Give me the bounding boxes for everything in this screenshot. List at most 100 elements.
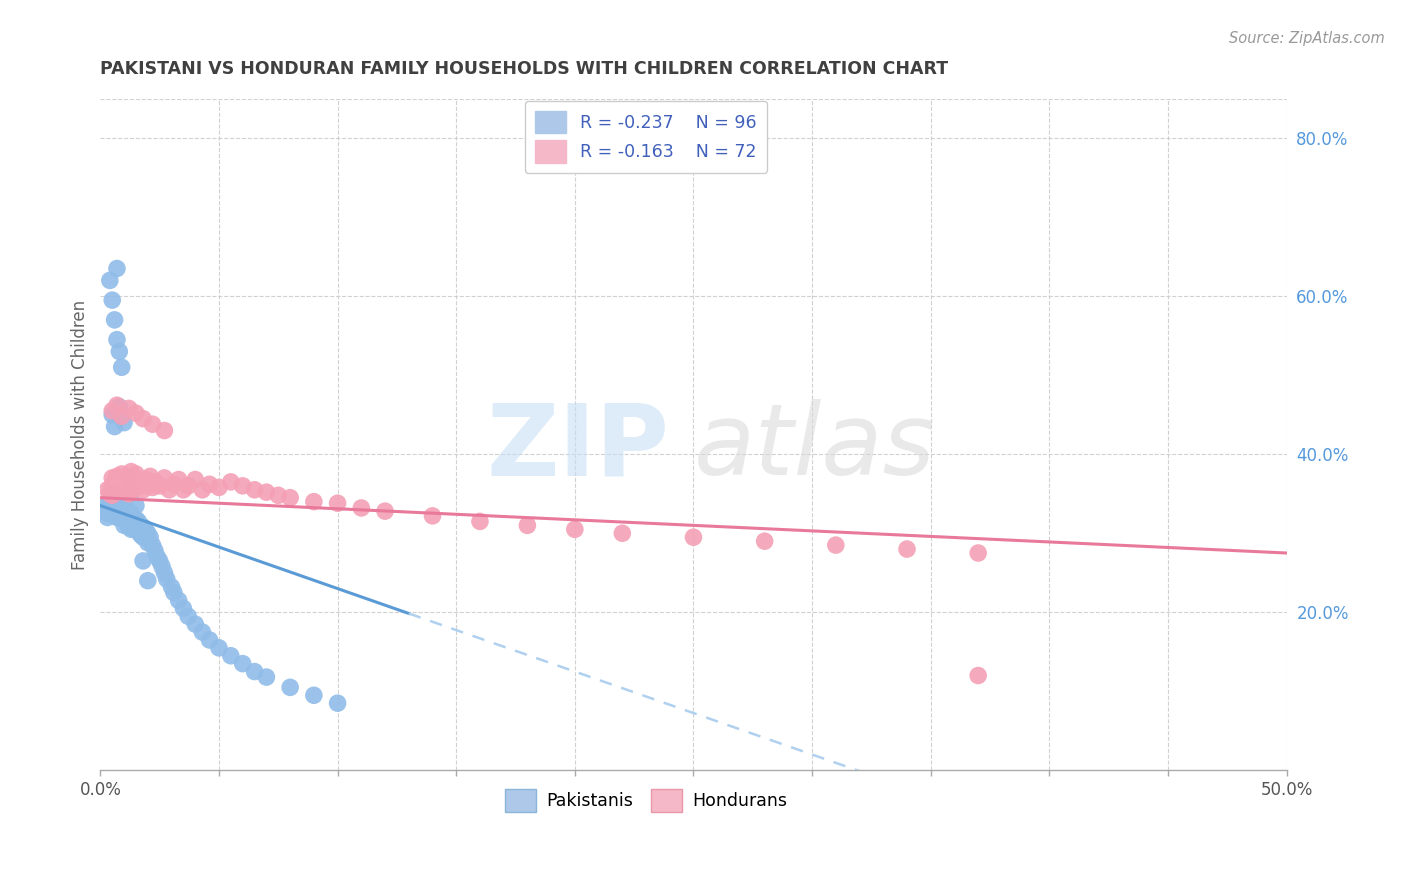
Point xyxy=(118,475,141,489)
Point xyxy=(136,574,159,588)
Point xyxy=(120,487,142,501)
Point xyxy=(103,499,125,513)
Point xyxy=(198,477,221,491)
Point xyxy=(232,657,254,671)
Point xyxy=(143,475,166,489)
Point xyxy=(122,518,145,533)
Point xyxy=(101,408,124,422)
Point xyxy=(115,485,138,500)
Point xyxy=(108,502,131,516)
Point xyxy=(208,640,231,655)
Point xyxy=(139,530,162,544)
Point xyxy=(111,502,134,516)
Point xyxy=(103,419,125,434)
Point xyxy=(108,483,131,497)
Point xyxy=(682,530,704,544)
Point xyxy=(94,499,117,513)
Point xyxy=(101,293,124,307)
Point xyxy=(120,515,142,529)
Point xyxy=(136,535,159,549)
Point xyxy=(243,665,266,679)
Point xyxy=(98,487,121,501)
Point xyxy=(96,507,118,521)
Point xyxy=(105,398,128,412)
Point xyxy=(118,401,141,416)
Legend: Pakistanis, Hondurans: Pakistanis, Hondurans xyxy=(495,779,797,822)
Point xyxy=(105,494,128,508)
Point xyxy=(149,554,172,568)
Point xyxy=(132,530,155,544)
Point xyxy=(96,483,118,497)
Point xyxy=(125,522,148,536)
Point xyxy=(101,491,124,505)
Point xyxy=(103,313,125,327)
Point xyxy=(112,416,135,430)
Point xyxy=(125,467,148,481)
Point xyxy=(108,510,131,524)
Text: ZIP: ZIP xyxy=(486,400,669,497)
Point xyxy=(112,499,135,513)
Point xyxy=(172,483,194,497)
Point xyxy=(254,485,277,500)
Point xyxy=(125,477,148,491)
Point xyxy=(103,491,125,505)
Point xyxy=(111,409,134,424)
Point xyxy=(198,632,221,647)
Point xyxy=(103,502,125,516)
Point xyxy=(163,477,186,491)
Point xyxy=(129,518,152,533)
Point xyxy=(278,681,301,695)
Point xyxy=(105,499,128,513)
Y-axis label: Family Households with Children: Family Households with Children xyxy=(72,300,89,569)
Point xyxy=(103,507,125,521)
Point xyxy=(153,471,176,485)
Point xyxy=(105,510,128,524)
Point xyxy=(132,554,155,568)
Point xyxy=(163,585,186,599)
Point xyxy=(122,510,145,524)
Point xyxy=(96,510,118,524)
Text: PAKISTANI VS HONDURAN FAMILY HOUSEHOLDS WITH CHILDREN CORRELATION CHART: PAKISTANI VS HONDURAN FAMILY HOUSEHOLDS … xyxy=(100,60,949,78)
Point xyxy=(112,518,135,533)
Point xyxy=(149,479,172,493)
Point xyxy=(115,508,138,523)
Point xyxy=(101,487,124,501)
Point xyxy=(118,504,141,518)
Point xyxy=(219,475,242,489)
Point xyxy=(108,491,131,505)
Point xyxy=(132,483,155,497)
Point xyxy=(129,479,152,493)
Point xyxy=(141,480,163,494)
Point xyxy=(219,648,242,663)
Point xyxy=(167,473,190,487)
Point xyxy=(134,522,156,536)
Point xyxy=(105,261,128,276)
Point xyxy=(122,483,145,497)
Point xyxy=(564,522,586,536)
Point xyxy=(141,417,163,432)
Point xyxy=(967,668,990,682)
Point xyxy=(105,469,128,483)
Point xyxy=(101,502,124,516)
Point xyxy=(103,475,125,489)
Point xyxy=(125,406,148,420)
Point xyxy=(896,542,918,557)
Point xyxy=(111,479,134,493)
Point xyxy=(118,471,141,485)
Text: atlas: atlas xyxy=(693,400,935,497)
Point xyxy=(184,617,207,632)
Point xyxy=(101,499,124,513)
Point xyxy=(118,520,141,534)
Point xyxy=(141,538,163,552)
Point xyxy=(136,479,159,493)
Point xyxy=(105,480,128,494)
Point xyxy=(108,344,131,359)
Point xyxy=(136,526,159,541)
Point xyxy=(143,543,166,558)
Point xyxy=(103,483,125,497)
Point xyxy=(101,494,124,508)
Point xyxy=(326,496,349,510)
Text: Source: ZipAtlas.com: Source: ZipAtlas.com xyxy=(1229,31,1385,46)
Point xyxy=(167,593,190,607)
Point xyxy=(120,522,142,536)
